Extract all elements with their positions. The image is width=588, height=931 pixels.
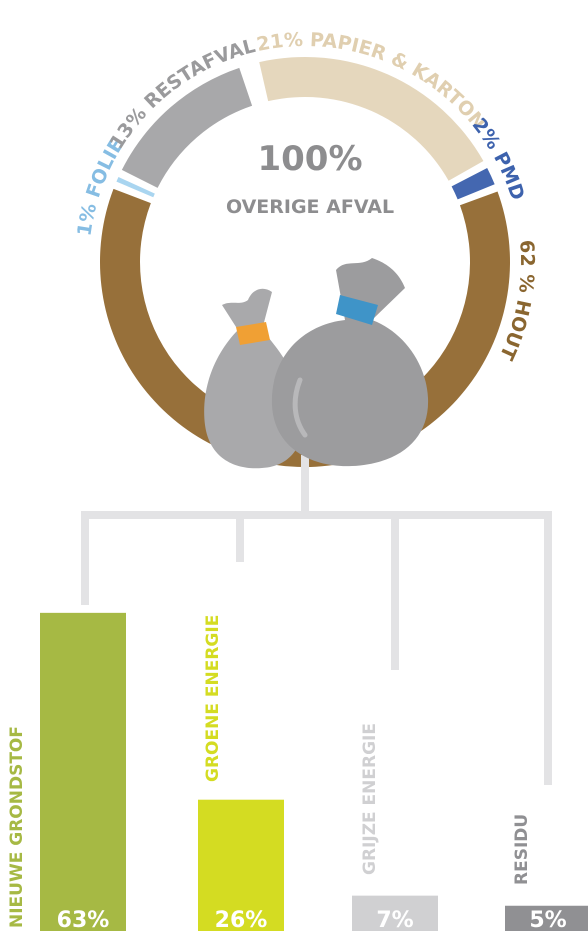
bar-category-label: GROENE ENERGIE — [203, 615, 223, 782]
small-bag-tie — [236, 322, 270, 345]
connector-lines — [81, 455, 552, 785]
donut-segment — [259, 57, 484, 181]
bar-category-label: GRIJZE ENERGIE — [360, 723, 380, 875]
bar — [198, 799, 284, 931]
bar-value-label: 26% — [215, 908, 268, 931]
bar-chart: 63% NIEUWE GRONDSTOF 26% GROENE ENERGIE 7% GR… — [7, 612, 588, 931]
bar-value-label: 63% — [57, 908, 110, 931]
center-label: OVERIGE AFVAL — [226, 196, 394, 218]
donut-segment — [121, 67, 253, 188]
donut-segment — [116, 176, 155, 198]
donut-segment — [451, 167, 495, 200]
bar — [40, 612, 126, 931]
bar — [352, 895, 438, 931]
bags-icon — [204, 258, 429, 469]
bar-category-label: NIEUWE GRONDSTOF — [7, 726, 27, 928]
segment-spacer — [303, 29, 310, 51]
center-value: 100% — [257, 139, 362, 179]
small-bag-top — [222, 288, 272, 330]
segment-value: 1% — [73, 201, 101, 237]
small-bag — [204, 330, 304, 469]
bag-highlight — [292, 377, 308, 438]
bar-value-label: 5% — [529, 908, 566, 931]
segment-value: 62 % — [514, 239, 538, 294]
large-bag-tie — [336, 295, 378, 325]
bar-value-label: 7% — [376, 908, 413, 931]
large-bag — [271, 320, 429, 467]
segment-value: 21% — [255, 29, 304, 56]
bar-category-label: RESIDU — [512, 814, 532, 885]
bar — [505, 905, 588, 931]
